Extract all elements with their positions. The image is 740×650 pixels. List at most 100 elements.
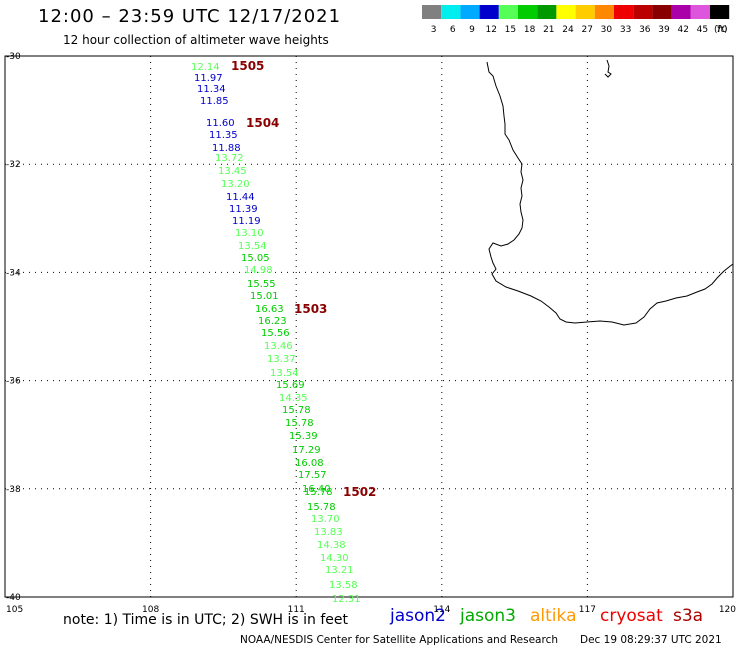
pass-number-label: 1503	[294, 302, 327, 316]
wave-height-label: 13.72	[215, 153, 244, 164]
legend-swatch	[671, 5, 691, 19]
wave-height-label: 13.45	[218, 166, 247, 177]
wave-height-label: 13.21	[325, 565, 354, 576]
wave-height-label: 16.40	[302, 484, 331, 495]
footer-note: note: 1) Time is in UTC; 2) SWH is in fe…	[63, 612, 349, 628]
legend-swatch	[498, 5, 518, 19]
wave-height-label: 13.83	[314, 527, 343, 538]
legend-swatch	[690, 5, 710, 19]
wave-height-label: 11.35	[209, 130, 238, 141]
wave-height-label: 17.57	[298, 470, 327, 481]
legend-label: 30	[601, 25, 613, 35]
wave-height-label: 13.58	[329, 580, 358, 591]
wave-height-label: 13.70	[311, 514, 340, 525]
wave-height-label: 15.39	[289, 431, 318, 442]
longitude-label: 105	[6, 605, 23, 615]
legend-label: 36	[639, 25, 651, 35]
legend-label: 42	[677, 25, 688, 35]
legend-swatch	[633, 5, 653, 19]
latitude-label: -32	[6, 160, 21, 170]
wave-height-label: 11.44	[226, 192, 255, 203]
pass-number-label: 1502	[343, 485, 376, 499]
legend-swatch	[460, 5, 480, 19]
wave-height-label: 14.38	[317, 540, 346, 551]
wave-height-label: 12.14	[191, 62, 220, 73]
legend-label: 45	[697, 25, 708, 35]
legend-label: 12	[485, 25, 496, 35]
legend-label: 15	[505, 25, 516, 35]
satellite-cryosat: cryosat	[600, 606, 663, 626]
satellite-jason2: jason2	[390, 606, 446, 626]
legend-label: 18	[524, 25, 536, 35]
legend-unit: (ft)	[714, 25, 728, 35]
longitude-label: 111	[288, 605, 305, 615]
wave-height-label: 14.35	[279, 393, 308, 404]
wave-height-label: 15.78	[282, 405, 311, 416]
satellite-jason3: jason3	[460, 606, 516, 626]
wave-height-label: 13.46	[264, 341, 293, 352]
wave-height-label: 15.78	[307, 502, 336, 513]
legend-swatch	[518, 5, 538, 19]
wave-height-label: 13.10	[235, 228, 264, 239]
wave-height-label: 14.30	[320, 553, 349, 564]
satellite-s3a: s3a	[673, 606, 704, 626]
legend-label: 70	[716, 25, 728, 35]
wave-height-label: 15.56	[261, 328, 290, 339]
wave-height-legend: 3 6 9 12 15 18 21 24 27 30 33 36 39 42 45 70(ft)	[422, 5, 730, 35]
legend-swatch	[710, 5, 730, 19]
map-frame	[4, 55, 734, 598]
legend-swatch	[652, 5, 672, 19]
latitude-label: -36	[6, 377, 21, 387]
wave-height-label: 11.88	[212, 143, 241, 154]
longitude-label: 114	[433, 605, 450, 615]
legend-label: 21	[543, 25, 554, 35]
island-outline	[604, 59, 612, 78]
generated-timestamp: Dec 19 08:29:37 UTC 2021	[580, 634, 722, 646]
legend-label: 3	[431, 25, 437, 35]
wave-height-label: 12.31	[332, 594, 361, 605]
wave-height-label: 15.55	[247, 279, 276, 290]
legend-label: 33	[620, 25, 631, 35]
legend-swatch	[422, 5, 442, 19]
wave-height-label: 16.08	[295, 458, 324, 469]
wave-height-label: 13.54	[238, 241, 267, 252]
credit-line: NOAA/NESDIS Center for Satellite Applica…	[240, 634, 558, 646]
wave-height-label: 13.54	[270, 368, 299, 379]
wave-height-label: 11.19	[232, 216, 261, 227]
map-subtitle: 12 hour collection of altimeter wave hei…	[63, 33, 329, 47]
wave-height-label: 11.85	[200, 96, 229, 107]
legend-swatch	[479, 5, 499, 19]
legend-swatch	[594, 5, 614, 19]
pass-number-label: 1504	[246, 116, 279, 130]
wave-height-label: 16.63	[255, 304, 284, 315]
longitude-label: 108	[142, 605, 159, 615]
legend-label: 27	[581, 25, 592, 35]
map-title: 12:00 – 23:59 UTC 12/17/2021	[38, 6, 342, 27]
legend-label: 39	[658, 25, 670, 35]
latitude-label: -40	[6, 593, 21, 603]
wave-height-label: 11.60	[206, 118, 235, 129]
legend-swatch	[537, 5, 557, 19]
wave-height-label: 15.05	[241, 253, 270, 264]
coastline	[486, 61, 734, 326]
legend-swatch	[441, 5, 461, 19]
wave-height-label: 15.78	[285, 418, 314, 429]
longitude-label: 120	[719, 605, 736, 615]
wave-height-label: 14.98	[244, 265, 273, 276]
wave-height-label: 13.20	[221, 179, 250, 190]
wave-height-label: 11.97	[194, 73, 223, 84]
pass-number-label: 1505	[231, 59, 264, 73]
latitude-label: -38	[6, 485, 21, 495]
legend-label: 24	[562, 25, 574, 35]
wave-height-label: 15.01	[250, 291, 279, 302]
legend-label: 9	[469, 25, 475, 35]
legend-swatch	[614, 5, 634, 19]
wave-height-label: 15.69	[276, 380, 305, 391]
wave-height-label: 11.39	[229, 204, 258, 215]
wave-height-label: 13.37	[267, 354, 296, 365]
wave-height-label: 17.29	[292, 445, 321, 456]
legend-label: 6	[450, 25, 456, 35]
wave-height-label: 15.78	[304, 487, 333, 498]
wave-height-label: 16.23	[258, 316, 287, 327]
